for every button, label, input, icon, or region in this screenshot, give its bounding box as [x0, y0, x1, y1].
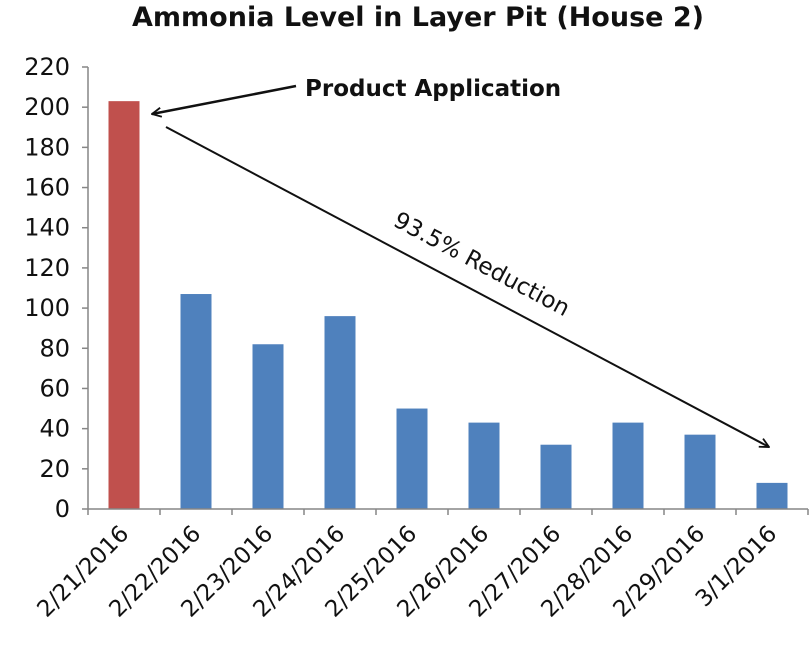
bar: [468, 422, 500, 509]
bar: [756, 482, 788, 509]
y-tick-label: 40: [39, 415, 70, 443]
bar: [324, 316, 356, 509]
y-tick-label: 80: [39, 334, 70, 362]
product-application-label: Product Application: [305, 76, 561, 102]
y-tick-label: 0: [55, 495, 70, 523]
bar: [252, 344, 284, 509]
y-tick-label: 60: [39, 374, 70, 402]
y-tick-label: 140: [24, 214, 70, 242]
y-tick-label: 20: [39, 455, 70, 483]
y-tick-label: 200: [24, 93, 70, 121]
reduction-label: 93.5% Reduction: [389, 207, 574, 322]
bar: [396, 408, 428, 509]
y-tick-label: 120: [24, 254, 70, 282]
bar: [108, 101, 140, 510]
product-application-arrow: [152, 84, 297, 114]
bar: [612, 422, 644, 509]
y-tick-label: 180: [24, 133, 70, 161]
reduction-arrow: [165, 126, 769, 447]
y-tick-label: 160: [24, 174, 70, 202]
bars: [108, 101, 788, 510]
bar: [540, 444, 572, 509]
bar: [180, 294, 212, 509]
bar: [684, 434, 716, 509]
chart-title: Ammonia Level in Layer Pit (House 2): [132, 2, 704, 33]
annotations: Product Application 93.5% Reduction: [152, 76, 769, 447]
x-axis: 2/21/20162/22/20162/23/20162/24/20162/25…: [32, 508, 809, 623]
y-tick-label: 220: [24, 53, 70, 81]
y-tick-label: 100: [24, 294, 70, 322]
y-axis: 0 20 40 60 80 100 120 140 160 180 200 220: [24, 53, 89, 523]
